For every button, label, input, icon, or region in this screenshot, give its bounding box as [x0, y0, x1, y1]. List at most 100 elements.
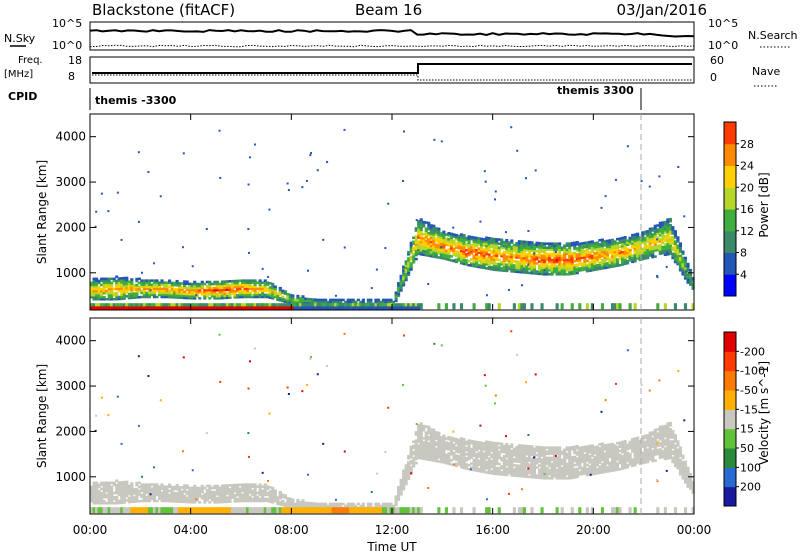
velocity-cell — [218, 498, 222, 502]
power-cell — [122, 303, 126, 310]
power-cell — [238, 306, 242, 311]
power-cell — [147, 295, 151, 299]
power-cell — [663, 249, 667, 252]
velocity-cell — [583, 453, 587, 457]
velocity-cell — [585, 457, 589, 461]
power-cell — [497, 252, 501, 256]
velocity-cell — [427, 458, 431, 461]
power-cell — [615, 237, 620, 241]
power-cell — [648, 227, 652, 231]
velocity-cell — [553, 450, 557, 454]
velocity-cell — [115, 485, 119, 489]
velocity-cell — [502, 455, 506, 458]
power-cell — [687, 278, 690, 281]
velocity-cell — [495, 460, 499, 464]
power-cell — [95, 291, 99, 295]
power-cell — [97, 285, 101, 289]
power-cell — [117, 285, 121, 289]
power-cell — [671, 228, 675, 231]
velocity-cell — [170, 499, 174, 503]
velocity-cell — [492, 460, 496, 463]
velocity-cell — [520, 462, 524, 466]
power-cell — [203, 295, 207, 298]
power-cell — [417, 240, 421, 243]
power-cell — [487, 261, 491, 264]
velocity-cell — [603, 464, 607, 468]
power-cell — [205, 286, 209, 290]
power-cell — [407, 257, 411, 260]
velocity-cell — [276, 500, 280, 503]
velocity-cell — [278, 492, 282, 496]
velocity-cell — [210, 496, 214, 500]
velocity-cell — [339, 504, 343, 508]
velocity-cell — [472, 446, 476, 449]
velocity-cell — [334, 504, 338, 508]
velocity-cell — [580, 468, 584, 472]
velocity-cell — [399, 478, 403, 482]
velocity-cell — [459, 437, 464, 440]
velocity-cell — [515, 470, 519, 473]
velocity-cell — [628, 440, 632, 444]
velocity-cell — [480, 447, 484, 451]
velocity-cell — [110, 493, 114, 497]
power-cell — [500, 242, 504, 246]
velocity-cell — [472, 452, 476, 456]
velocity-cell — [230, 496, 235, 499]
power-cell — [477, 255, 481, 259]
velocity-cell — [268, 507, 272, 514]
power-cell — [633, 233, 637, 236]
power-cell — [608, 259, 612, 263]
power-cell — [281, 303, 285, 310]
velocity-cell — [472, 460, 476, 464]
power-cell — [145, 295, 149, 299]
velocity-cell — [142, 487, 146, 490]
power-cell — [92, 279, 96, 283]
velocity-cell — [92, 491, 96, 495]
velocity-cell — [520, 472, 524, 476]
velocity-cell — [595, 463, 599, 467]
velocity-cell — [356, 507, 360, 514]
power-cell — [218, 288, 222, 292]
power-cell — [271, 295, 275, 298]
power-panel-frame — [89, 113, 695, 311]
velocity-cell — [248, 497, 252, 501]
velocity-cell — [442, 440, 446, 444]
velocity-cell — [107, 497, 111, 501]
velocity-cell — [178, 496, 182, 499]
velocity-cell — [464, 457, 469, 460]
velocity-cell — [470, 466, 474, 469]
power-cell — [276, 296, 280, 299]
power-cell — [235, 283, 240, 287]
velocity-cell — [107, 481, 111, 485]
power-cell — [424, 221, 428, 224]
power-cell — [485, 244, 489, 248]
velocity-cell — [545, 470, 549, 474]
power-cell — [142, 291, 146, 295]
velocity-cell — [459, 457, 464, 461]
power-cell — [490, 255, 494, 259]
velocity-cell — [402, 479, 406, 483]
velocity-cell — [565, 477, 569, 480]
velocity-cell — [115, 495, 119, 499]
power-cell — [527, 241, 532, 244]
velocity-cell — [125, 490, 129, 494]
power-cell — [626, 251, 630, 255]
velocity-cell — [178, 490, 182, 493]
power-cell — [563, 248, 567, 252]
velocity-cell — [311, 507, 315, 514]
power-cell — [555, 268, 559, 272]
power-cell — [560, 266, 564, 270]
power-cell — [296, 298, 300, 302]
velocity-cell — [495, 452, 499, 455]
velocity-cell — [253, 489, 257, 493]
power-cell — [278, 297, 282, 300]
power-cell — [641, 239, 645, 242]
power-cell — [462, 262, 466, 266]
velocity-cell — [173, 491, 177, 495]
velocity-cell — [470, 439, 474, 443]
velocity-cell — [510, 461, 514, 465]
power-cell — [565, 264, 569, 268]
power-cell — [681, 273, 685, 276]
power-cell — [230, 306, 235, 311]
power-cell — [497, 262, 501, 266]
